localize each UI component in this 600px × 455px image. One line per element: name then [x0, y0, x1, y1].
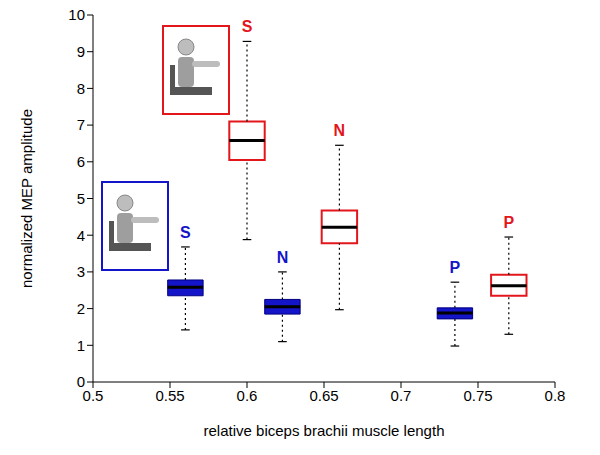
svg-text:N: N: [277, 249, 289, 266]
svg-text:0: 0: [77, 373, 85, 390]
svg-text:0.5: 0.5: [83, 387, 104, 404]
svg-text:0.75: 0.75: [463, 387, 492, 404]
svg-text:normalized MEP amplitude: normalized MEP amplitude: [18, 109, 35, 288]
svg-text:4: 4: [77, 227, 85, 244]
svg-text:3: 3: [77, 263, 85, 280]
svg-text:N: N: [334, 122, 346, 139]
svg-text:7: 7: [77, 116, 85, 133]
svg-text:relative biceps brachii muscle: relative biceps brachii muscle length: [204, 422, 445, 439]
svg-text:9: 9: [77, 43, 85, 60]
svg-text:S: S: [242, 18, 253, 35]
svg-text:5: 5: [77, 190, 85, 207]
svg-text:10: 10: [68, 6, 85, 23]
svg-text:P: P: [503, 214, 514, 231]
svg-text:P: P: [450, 259, 461, 276]
svg-text:8: 8: [77, 80, 85, 97]
svg-text:0.65: 0.65: [309, 387, 338, 404]
svg-text:6: 6: [77, 153, 85, 170]
svg-text:S: S: [180, 224, 191, 241]
svg-text:0.6: 0.6: [237, 387, 258, 404]
svg-text:0.55: 0.55: [155, 387, 184, 404]
svg-text:2: 2: [77, 300, 85, 317]
svg-text:0.7: 0.7: [391, 387, 412, 404]
svg-text:1: 1: [77, 337, 85, 354]
svg-text:0.8: 0.8: [545, 387, 566, 404]
